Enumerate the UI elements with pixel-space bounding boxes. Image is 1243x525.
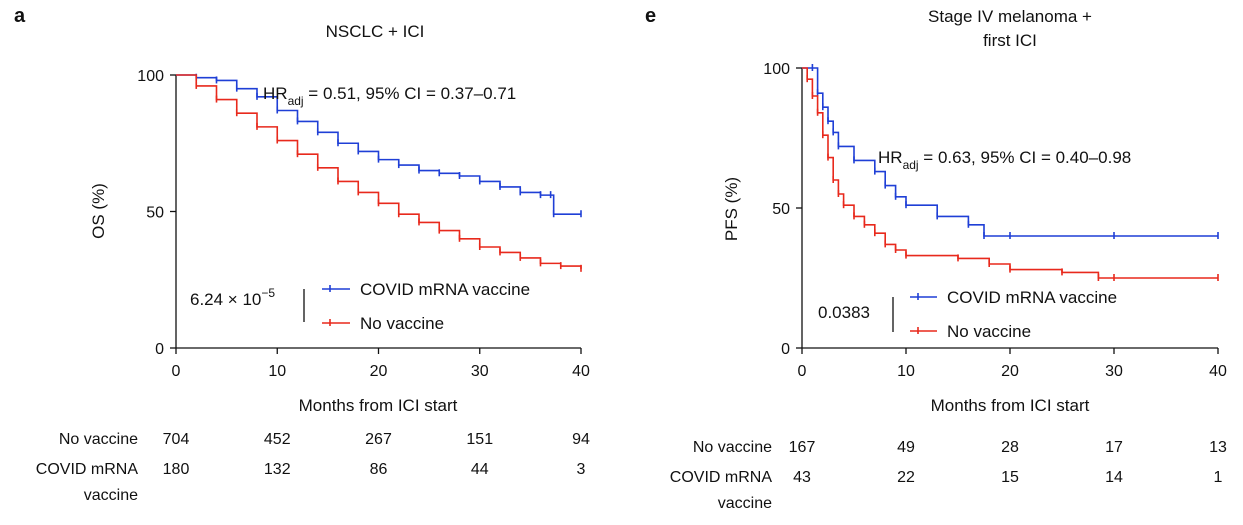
- risk-value: 28: [1001, 439, 1019, 456]
- panel-label: e: [645, 5, 656, 27]
- y-tick-label: 0: [155, 341, 164, 358]
- risk-value: 151: [466, 431, 493, 448]
- risk-row-label: No vaccine: [59, 431, 138, 448]
- risk-row-label: No vaccine: [693, 439, 772, 456]
- x-tick-label: 10: [897, 363, 915, 380]
- y-tick-label: 50: [772, 201, 790, 218]
- x-tick-label: 30: [471, 363, 489, 380]
- p-value: 0.0383: [818, 303, 870, 322]
- legend-label-vaccine: COVID mRNA vaccine: [947, 288, 1117, 307]
- legend-label-no_vaccine: No vaccine: [947, 322, 1031, 341]
- risk-value: 49: [897, 439, 915, 456]
- y-tick-label: 0: [781, 341, 790, 358]
- x-axis-label: Months from ICI start: [299, 396, 458, 415]
- risk-value: 22: [897, 469, 915, 486]
- risk-row-label: COVID mRNA: [36, 461, 139, 478]
- hr-annotation: HRadj = 0.63, 95% CI = 0.40–0.98: [878, 148, 1131, 172]
- panel-a: a NSCLC + ICI 0 10 20 30 40 0 50 100 Months from I…: [14, 5, 590, 504]
- series-line-no_vaccine: [176, 74, 582, 269]
- x-axis-label: Months from ICI start: [931, 396, 1090, 415]
- panel-label: a: [14, 5, 26, 27]
- risk-value: 94: [572, 431, 590, 448]
- risk-value: 452: [264, 431, 291, 448]
- x-tick-label: 10: [268, 363, 286, 380]
- risk-value: 44: [471, 461, 489, 478]
- risk-value: 167: [789, 439, 816, 456]
- risk-value: 13: [1209, 439, 1227, 456]
- legend-label-no_vaccine: No vaccine: [360, 314, 444, 333]
- x-tick-label: 20: [370, 363, 388, 380]
- risk-value: 15: [1001, 469, 1019, 486]
- x-tick-label: 30: [1105, 363, 1123, 380]
- risk-value: 43: [793, 469, 811, 486]
- y-tick-label: 50: [146, 205, 164, 222]
- risk-value: 180: [163, 461, 190, 478]
- risk-value: 17: [1105, 439, 1123, 456]
- risk-value: 132: [264, 461, 291, 478]
- chart-title: Stage IV melanoma +: [928, 7, 1092, 26]
- chart-title: NSCLC + ICI: [326, 22, 425, 41]
- y-tick-label: 100: [137, 68, 164, 85]
- risk-value: 267: [365, 431, 392, 448]
- risk-row-label-line2: vaccine: [718, 495, 772, 512]
- legend-label-vaccine: COVID mRNA vaccine: [360, 280, 530, 299]
- risk-row-label: COVID mRNA: [670, 469, 773, 486]
- chart-title-line2: first ICI: [983, 31, 1037, 50]
- x-tick-label: 0: [172, 363, 181, 380]
- risk-value: 704: [163, 431, 190, 448]
- y-axis-label: PFS (%): [722, 177, 741, 241]
- x-tick-label: 40: [1209, 363, 1227, 380]
- hr-annotation: HRadj = 0.51, 95% CI = 0.37–0.71: [263, 84, 516, 108]
- panel-e: e Stage IV melanoma + first ICI 0 10 20 30 40 0 5…: [645, 5, 1227, 512]
- risk-value: 86: [370, 461, 388, 478]
- y-axis-label: OS (%): [89, 183, 108, 239]
- risk-value: 14: [1105, 469, 1123, 486]
- series-line-no_vaccine: [802, 67, 1218, 279]
- x-tick-label: 20: [1001, 363, 1019, 380]
- risk-value: 3: [577, 461, 586, 478]
- p-value: 6.24 × 10−5: [190, 286, 275, 309]
- y-tick-label: 100: [763, 61, 790, 78]
- risk-row-label-line2: vaccine: [84, 487, 138, 504]
- x-tick-label: 0: [798, 363, 807, 380]
- risk-value: 1: [1214, 469, 1223, 486]
- x-tick-label: 40: [572, 363, 590, 380]
